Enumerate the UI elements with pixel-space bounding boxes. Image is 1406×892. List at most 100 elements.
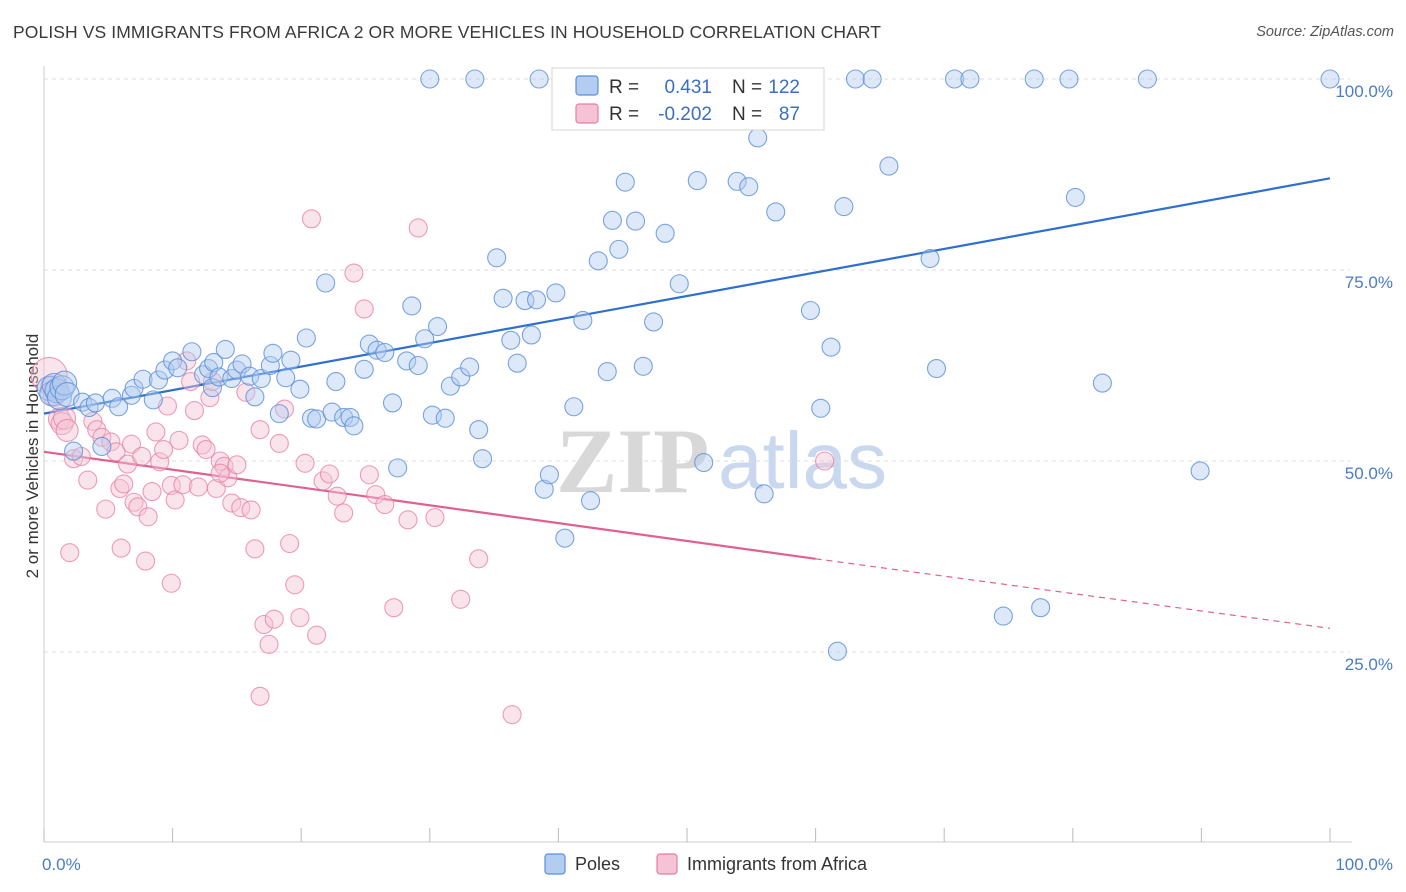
africa-point-83: [815, 451, 835, 471]
africa-point-75: [375, 494, 395, 515]
poles-point-50: [344, 416, 364, 436]
poles-point-29: [215, 339, 235, 360]
africa-point-65: [301, 209, 322, 229]
x-tick-label-1: 100.0%: [1335, 855, 1393, 874]
africa-point-39: [184, 401, 205, 421]
africa-point-78: [408, 218, 428, 238]
africa-point-27: [138, 507, 158, 527]
poles-point-123: [862, 69, 882, 89]
poles-point-18: [143, 390, 163, 410]
bottom-legend-africa-swatch: [656, 853, 678, 875]
africa-point-66: [307, 625, 327, 645]
poles-point-35: [251, 368, 271, 389]
africa-point-81: [469, 549, 489, 569]
africa-point-72: [354, 299, 374, 319]
poles-point-110: [879, 156, 899, 176]
poles-point-40: [281, 350, 301, 370]
poles-point-77: [539, 465, 559, 485]
poles-point-105: [811, 398, 831, 418]
poles-point-101: [754, 484, 774, 504]
africa-point-79: [425, 507, 445, 528]
poles-point-53: [367, 340, 387, 360]
poles-point-12: [92, 436, 112, 457]
africa-point-68: [319, 464, 340, 484]
bottom-legend-poles-label: Poles: [575, 854, 620, 874]
africa-point-59: [269, 433, 289, 453]
africa-point-20: [114, 474, 134, 494]
poles-point-116: [1031, 598, 1051, 618]
x-tick-labels: 0.0% 100.0%: [42, 855, 1393, 874]
africa-point-30: [150, 452, 170, 472]
africa-point-55: [250, 420, 270, 440]
poles-point-98: [727, 171, 747, 191]
poles-point-90: [644, 312, 664, 332]
africa-point-32: [157, 396, 178, 416]
poles-point-33: [240, 366, 260, 386]
poles-point-82: [580, 491, 601, 511]
africa-point-26: [136, 551, 156, 571]
poles-point-27: [204, 352, 224, 372]
africa-point-86: [250, 686, 270, 706]
y-tick-labels: 25.0% 50.0% 75.0% 100.0%: [1335, 82, 1393, 674]
poles-point-14: [109, 397, 129, 417]
poles-point-102: [766, 202, 786, 222]
poles-point-71: [501, 330, 521, 350]
poles-point-130: [465, 69, 485, 89]
poles-point-84: [597, 362, 617, 382]
y-tick-label-0: 25.0%: [1345, 655, 1393, 674]
poles-point-119: [1092, 373, 1112, 393]
legend-poles-r-label: R =: [609, 77, 639, 98]
poles-point-23: [182, 342, 202, 362]
poles-point-76: [534, 479, 554, 499]
legend: R = 0.431 N = 122 R = -0.202 N = 87: [551, 67, 825, 131]
africa-point-9: [64, 449, 84, 469]
poles-point-100: [748, 128, 768, 148]
poles-point-122: [1320, 69, 1340, 89]
poles-point-42: [296, 328, 316, 348]
africa-point-25: [132, 446, 152, 466]
africa-point-31: [154, 439, 174, 460]
africa-point-61: [280, 533, 300, 554]
poles-point-83: [588, 251, 608, 271]
africa-point-85: [210, 463, 230, 483]
legend-africa-r-value: -0.202: [658, 104, 712, 125]
africa-point-52: [236, 382, 256, 402]
y-axis-label: 2 or more Vehicles in Household: [23, 334, 42, 579]
africa-point-36: [173, 475, 193, 495]
poles-point-74: [521, 325, 541, 345]
series-africa-points: [30, 209, 835, 725]
poles-point-8: [64, 441, 84, 461]
poles-point-87: [615, 172, 635, 192]
trend-lines: [43, 177, 1331, 629]
bottom-legend-africa-label: Immigrants from Africa: [687, 854, 868, 874]
poles-point-107: [827, 641, 848, 661]
poles-point-79: [555, 528, 575, 548]
africa-point-42: [196, 439, 216, 460]
source-label: Source: ZipAtlas.com: [1256, 24, 1394, 40]
poles-point-67: [469, 420, 489, 440]
poles-point-78: [546, 283, 566, 303]
bottom-legend-poles-swatch: [544, 853, 566, 875]
poles-point-89: [633, 356, 653, 376]
poles-point-115: [1024, 69, 1044, 89]
africa-point-28: [142, 482, 162, 502]
poles-point-60: [415, 329, 435, 349]
africa-point-63: [290, 608, 310, 628]
africa-point-58: [264, 609, 284, 629]
africa-point-71: [344, 263, 364, 283]
poles-point-117: [1059, 69, 1079, 89]
poles-point-5: [49, 375, 75, 401]
x-tick-label-0: 0.0%: [42, 855, 81, 874]
poles-point-88: [626, 211, 646, 231]
africa-point-69: [327, 486, 347, 506]
poles-point-26: [202, 378, 223, 398]
poles-point-62: [427, 316, 448, 337]
africa-point-17: [106, 442, 126, 462]
poles-point-109: [845, 69, 866, 89]
poles-point-94: [687, 171, 707, 191]
poles-point-54: [375, 342, 395, 363]
legend-poles-swatch: [575, 75, 599, 96]
poles-point-95: [694, 452, 714, 473]
poles-point-34: [245, 387, 265, 407]
y-tick-label-1: 50.0%: [1345, 464, 1393, 483]
